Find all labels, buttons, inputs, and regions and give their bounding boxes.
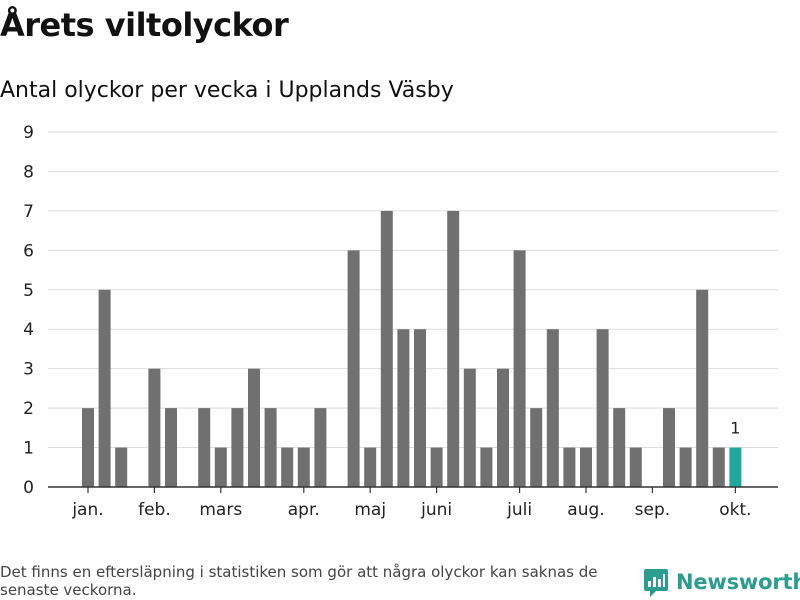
bar [397, 329, 410, 487]
bar [513, 250, 526, 487]
bar [414, 329, 426, 487]
x-tick-label: okt. [719, 500, 751, 520]
bar [82, 408, 94, 487]
x-tick-label: apr. [288, 500, 320, 520]
x-tick-label: mars [199, 500, 242, 520]
bar [264, 408, 277, 487]
bar [364, 447, 377, 487]
bar [480, 447, 493, 487]
bar [629, 447, 642, 487]
newsworthy-logo-text: Newsworthy [676, 570, 800, 594]
y-tick-label: 0 [23, 478, 34, 498]
bar [165, 408, 177, 487]
bar [447, 210, 460, 487]
bar [546, 329, 559, 487]
bar [712, 447, 725, 487]
y-tick-label: 7 [23, 202, 34, 222]
y-tick-label: 5 [23, 281, 34, 301]
chart-subtitle: Antal olyckor per vecka i Upplands Väsby [0, 78, 454, 103]
newsworthy-logo: Newsworthy [644, 566, 800, 598]
bar [463, 368, 476, 487]
x-tick-label: feb. [138, 500, 171, 520]
bar [580, 447, 592, 487]
bar [198, 408, 211, 487]
y-tick-label: 3 [23, 360, 34, 380]
x-tick-label: juli [506, 500, 532, 520]
bar [214, 447, 227, 487]
x-tick-label: jan. [71, 500, 103, 520]
bar [430, 447, 443, 487]
bar [563, 447, 576, 487]
y-tick-label: 4 [23, 320, 34, 340]
bar [347, 250, 360, 487]
y-tick-label: 9 [23, 123, 34, 143]
x-tick-label: juni [420, 500, 452, 520]
bar [314, 408, 327, 487]
y-tick-label: 1 [23, 439, 34, 459]
bar [248, 368, 260, 487]
x-tick-label: sep. [635, 500, 671, 520]
highlighted-bar [729, 447, 742, 487]
bar [613, 408, 626, 487]
highlighted-bar-value-label: 1 [730, 419, 740, 438]
bar [148, 368, 161, 487]
bar [596, 329, 609, 487]
newsworthy-logo-icon [644, 569, 668, 597]
x-tick-label: maj [354, 500, 386, 520]
bar-chart: 0 1 2 3 4 5 6 7 8 9 1 jan. feb. mars apr. maj juni juli au… [23, 123, 778, 520]
bar [380, 210, 393, 487]
bar [530, 408, 543, 487]
bar [231, 408, 244, 487]
bar [281, 447, 294, 487]
bar [696, 289, 709, 487]
y-tick-label: 2 [23, 399, 34, 419]
chart-title: Årets viltolyckor [0, 6, 289, 44]
bar [115, 447, 128, 487]
bar [663, 408, 675, 487]
bar [679, 447, 692, 487]
x-tick-label: aug. [567, 500, 604, 520]
footnote: Det finns en eftersläpning i statistiken… [0, 563, 598, 599]
y-tick-label: 8 [23, 162, 34, 182]
bar [497, 368, 509, 487]
bar [98, 289, 111, 487]
y-tick-label: 6 [23, 241, 34, 261]
bar [297, 447, 310, 487]
